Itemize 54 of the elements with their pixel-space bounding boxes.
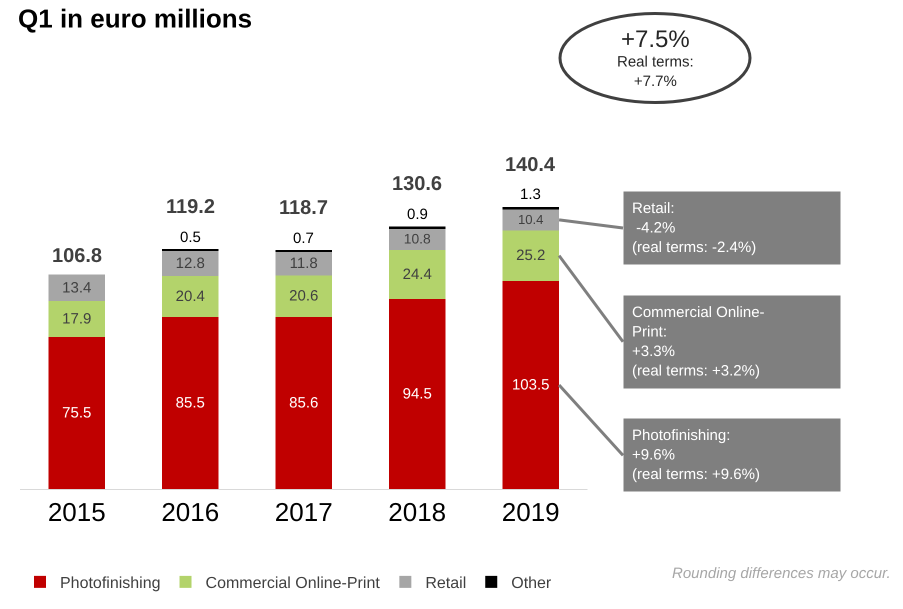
bar — [48, 274, 106, 302]
data-label: 0.5 — [180, 229, 201, 246]
bar — [162, 276, 219, 318]
total-label: 118.7 — [279, 197, 328, 219]
data-label: 11.8 — [290, 255, 318, 272]
total-label: 130.6 — [392, 173, 442, 195]
data-label: 10.4 — [518, 212, 544, 227]
legend-label: Other — [511, 575, 552, 592]
bar — [388, 226, 446, 229]
data-label: 12.8 — [176, 254, 205, 272]
data-label: 85.6 — [289, 394, 318, 412]
bar — [48, 337, 106, 489]
data-label: 94.5 — [402, 386, 432, 403]
bar — [502, 280, 560, 489]
legend-label: Retail — [425, 575, 466, 592]
legend-label: Commercial Online-Print — [206, 575, 380, 592]
text: Photofinishing: +9.6% (real terms: +9.6%) — [632, 427, 760, 483]
x-tick-label: 2018 — [388, 497, 446, 528]
bar — [275, 252, 332, 276]
data-label: 20.4 — [176, 288, 205, 306]
bar — [388, 299, 446, 489]
text: Rounding differences may occur. — [672, 565, 891, 582]
data-label: 20.6 — [289, 288, 318, 305]
data-label: 75.5 — [62, 404, 92, 422]
text: Commercial Online- Print: +3.3% (real terms: +3.2%) — [632, 304, 765, 380]
data-label: 13.4 — [62, 279, 92, 296]
data-label: 103.5 — [512, 376, 550, 394]
text: +7.5% Real terms: +7.7% — [617, 26, 694, 90]
bar — [502, 209, 560, 230]
bar — [502, 206, 560, 210]
data-label: 1.3 — [520, 186, 541, 203]
data-label: 17.9 — [62, 310, 92, 328]
x-tick-label: 2017 — [274, 497, 333, 528]
data-label: 0.7 — [293, 230, 314, 247]
x-tick-label: 2015 — [48, 497, 106, 528]
bar — [275, 316, 332, 489]
total-label: 106.8 — [52, 245, 102, 267]
x-tick-label: 2019 — [502, 497, 560, 528]
data-label: 25.2 — [516, 247, 546, 264]
bar — [388, 250, 446, 300]
data-label: 10.8 — [404, 230, 431, 246]
text: Retail: -4.2% (real terms: -2.4%) — [632, 200, 756, 256]
bar — [502, 230, 560, 281]
bar — [275, 276, 332, 317]
total-label: 140.4 — [505, 154, 556, 176]
data-label: 0.9 — [407, 206, 428, 223]
bar — [162, 317, 219, 489]
data-label: 85.5 — [176, 394, 205, 412]
data-label: 24.4 — [402, 266, 432, 284]
legend-label: Photofinishing — [60, 575, 161, 592]
chart-title: Q1 in euro millions — [18, 3, 252, 34]
total-label: 119.2 — [166, 196, 215, 218]
bar — [48, 301, 106, 338]
x-tick-label: 2016 — [161, 497, 220, 528]
